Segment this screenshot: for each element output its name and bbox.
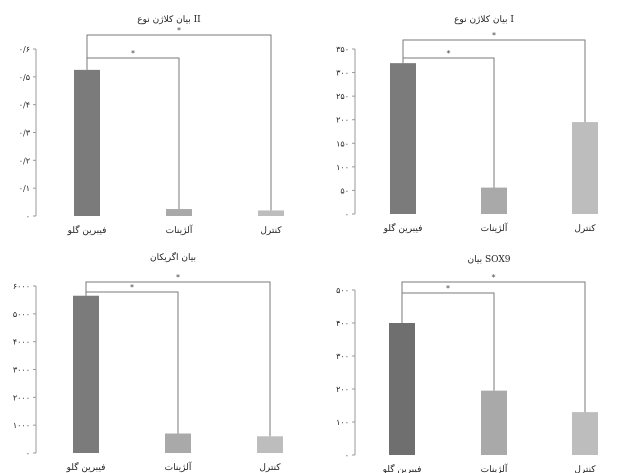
panel3-category-label: آلژینات bbox=[165, 461, 192, 473]
panel4-significance-marker: * bbox=[446, 284, 450, 293]
panel1-category-label: آلژینات bbox=[166, 224, 193, 236]
panel3-y-tick-label: ۵۰۰۰ bbox=[13, 310, 30, 319]
panel3-bar-2 bbox=[165, 433, 191, 453]
panel1-title: بیان کلاژن نوع II bbox=[137, 15, 201, 25]
panel1-category-label: فیبرین گلو bbox=[67, 224, 107, 236]
panel4-bar-1 bbox=[389, 323, 415, 455]
panel1-y-tick-label: ۰/۱ bbox=[19, 184, 30, 193]
panel4-y-tick-label: ۴۰۰ bbox=[336, 319, 349, 328]
panel1-significance-marker: * bbox=[177, 26, 181, 35]
panel2-category-label: کنترل bbox=[574, 224, 596, 234]
panel3-bracket-outer bbox=[85, 281, 271, 437]
panel2-category-label: فیبرین گلو bbox=[383, 222, 423, 234]
panel3-category-label: کنترل bbox=[259, 463, 281, 473]
panel4-y-tick-label: ۱۰۰ bbox=[336, 418, 349, 427]
panel4-y-tick-label: ۳۰۰ bbox=[336, 352, 349, 361]
panel1-bracket-outer bbox=[86, 34, 272, 211]
panel4-bar-2 bbox=[481, 390, 507, 455]
panel2-bar-3 bbox=[572, 122, 598, 214]
panel3-bracket-inner bbox=[85, 291, 179, 434]
panel2-significance-marker: * bbox=[447, 49, 451, 58]
panel1-bar-1 bbox=[74, 69, 100, 216]
panel2-bar-1 bbox=[390, 63, 416, 215]
panel1-bracket-inner bbox=[86, 57, 180, 210]
panel2-y-tick-label: ۳۵۰ bbox=[336, 45, 349, 54]
panel1-y-tick-label: ۰/۳ bbox=[19, 129, 31, 138]
panel2-category-label: آلژینات bbox=[481, 222, 508, 234]
panel2-y-tick-label: ۱۰۰ bbox=[336, 163, 349, 172]
panel4-title: بیان SOX9 bbox=[468, 255, 511, 265]
panel3-y-tick-label: ۳۰۰۰ bbox=[13, 366, 30, 375]
panel4-y-tick-label: ۵۰۰ bbox=[336, 286, 349, 295]
panel2-y-tick-label: ۰ bbox=[345, 210, 349, 219]
panel3-significance-marker: * bbox=[130, 283, 134, 292]
panel2-y-tick-label: ۵۰ bbox=[340, 186, 349, 195]
panel4-bracket-inner bbox=[401, 292, 495, 391]
panel2-y-tick-label: ۱۵۰ bbox=[336, 139, 349, 148]
panel3-bar-1 bbox=[73, 295, 99, 453]
panel3-category-label: فیبرین گلو bbox=[66, 461, 106, 473]
panel4-category-label: آلژینات bbox=[481, 463, 508, 473]
panel4-y-tick-label: ۲۰۰ bbox=[336, 385, 349, 394]
panel3-y-tick-label: ۴۰۰۰ bbox=[13, 338, 30, 347]
panel3-bar-3 bbox=[257, 436, 283, 453]
panel2-bracket-outer bbox=[402, 39, 586, 123]
panel4-bar-3 bbox=[572, 412, 598, 455]
panel3-y-tick-label: ۰ bbox=[26, 449, 30, 458]
panel1-bar-2 bbox=[166, 209, 192, 216]
panel4-significance-marker: * bbox=[492, 273, 496, 282]
panel3-y-tick-label: ۱۰۰۰ bbox=[13, 421, 30, 430]
panel3-title: بیان اگریکان bbox=[150, 251, 196, 263]
panel2-title: بیان کلاژن نوع I bbox=[454, 15, 514, 25]
panel3-significance-marker: * bbox=[176, 273, 180, 282]
panel3-y-tick-label: ۶۰۰۰ bbox=[13, 282, 30, 291]
panel4-y-tick-label: ۰ bbox=[345, 451, 349, 460]
panel1-y-tick-label: ۰/۶ bbox=[19, 45, 30, 54]
panel1-y-tick-label: ۰/۴ bbox=[19, 101, 30, 110]
panel1-significance-marker: * bbox=[131, 49, 135, 58]
panel1-bar-3 bbox=[258, 210, 284, 216]
panel1-y-tick-label: ۰/۲ bbox=[19, 156, 30, 165]
panel2-y-tick-label: ۲۰۰ bbox=[336, 116, 349, 125]
panel1-y-tick-label: ۰ bbox=[26, 212, 30, 221]
panel2-significance-marker: * bbox=[492, 31, 496, 40]
panel4-category-label: کنترل bbox=[574, 465, 596, 473]
panel1-category-label: کنترل bbox=[260, 226, 282, 236]
panel3-y-tick-label: ۲۰۰۰ bbox=[13, 393, 30, 402]
panel4-bracket-outer bbox=[401, 281, 586, 413]
panel2-y-tick-label: ۳۰۰ bbox=[336, 69, 349, 78]
panel4-category-label: فیبرین گلو bbox=[382, 463, 422, 473]
panel1-y-tick-label: ۰/۵ bbox=[19, 73, 30, 82]
panel2-y-tick-label: ۲۵۰ bbox=[336, 92, 349, 101]
panel2-bracket-inner bbox=[402, 57, 495, 188]
panel2-bar-2 bbox=[481, 187, 507, 214]
